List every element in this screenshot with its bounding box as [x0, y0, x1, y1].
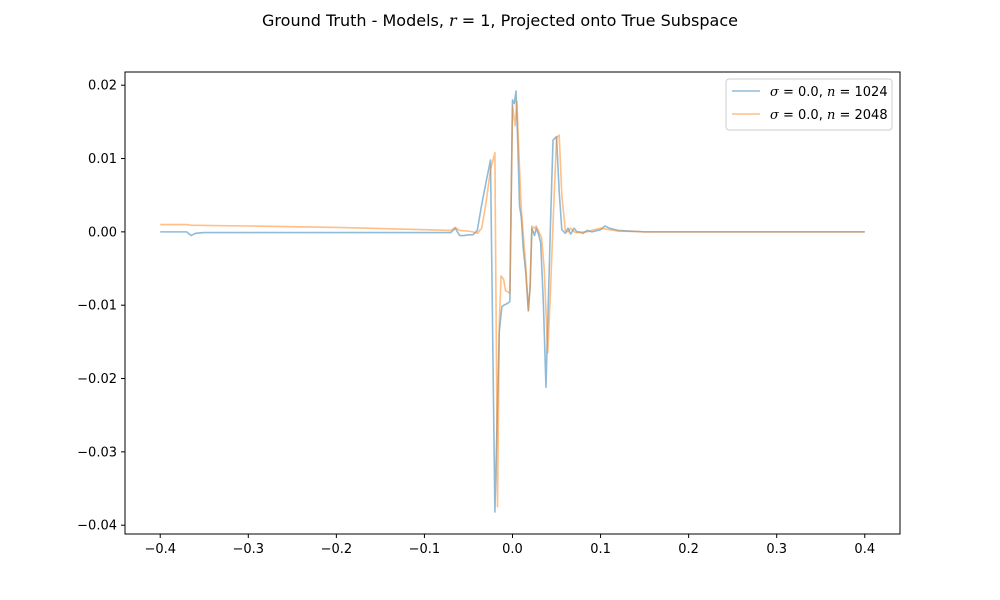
y-tick-label: 0.01 — [88, 152, 117, 167]
x-axis: −0.4 −0.3 −0.2 −0.1 0.0 0.1 0.2 0.3 0.4 — [144, 534, 875, 557]
x-tick-label: 0.0 — [502, 542, 523, 557]
axes-frame — [124, 71, 901, 535]
y-tick-label: 0.02 — [88, 79, 117, 94]
y-tick-label: 0.00 — [88, 225, 117, 240]
legend-item-1024: σ = 0.0, n = 1024 — [732, 85, 888, 100]
legend-label-1024: σ = 0.0, n = 1024 — [770, 85, 888, 100]
legend-label-2048: σ = 0.0, n = 2048 — [770, 108, 888, 123]
chart-title: Ground Truth - Models, r = 1, Projected … — [262, 11, 738, 30]
y-tick-label: −0.04 — [77, 519, 117, 534]
legend-box — [725, 78, 893, 131]
y-axis: 0.02 0.01 0.00 −0.01 −0.02 −0.03 −0.04 — [77, 79, 125, 534]
x-tick-label: −0.3 — [233, 542, 265, 557]
legend: σ = 0.0, n = 1024 σ = 0.0, n = 2048 — [725, 78, 893, 131]
x-tick-label: 0.3 — [766, 542, 787, 557]
legend-item-2048: σ = 0.0, n = 2048 — [732, 108, 888, 123]
y-tick-label: −0.03 — [77, 445, 117, 460]
x-tick-label: 0.2 — [678, 542, 699, 557]
x-tick-label: 0.1 — [590, 542, 611, 557]
y-tick-label: −0.01 — [77, 299, 117, 314]
series-line-2048 — [160, 100, 865, 508]
x-tick-label: −0.4 — [144, 542, 176, 557]
x-tick-label: −0.1 — [409, 542, 441, 557]
plot-area — [160, 90, 865, 513]
x-tick-label: 0.4 — [854, 542, 875, 557]
y-tick-label: −0.02 — [77, 372, 117, 387]
x-tick-label: −0.2 — [321, 542, 353, 557]
